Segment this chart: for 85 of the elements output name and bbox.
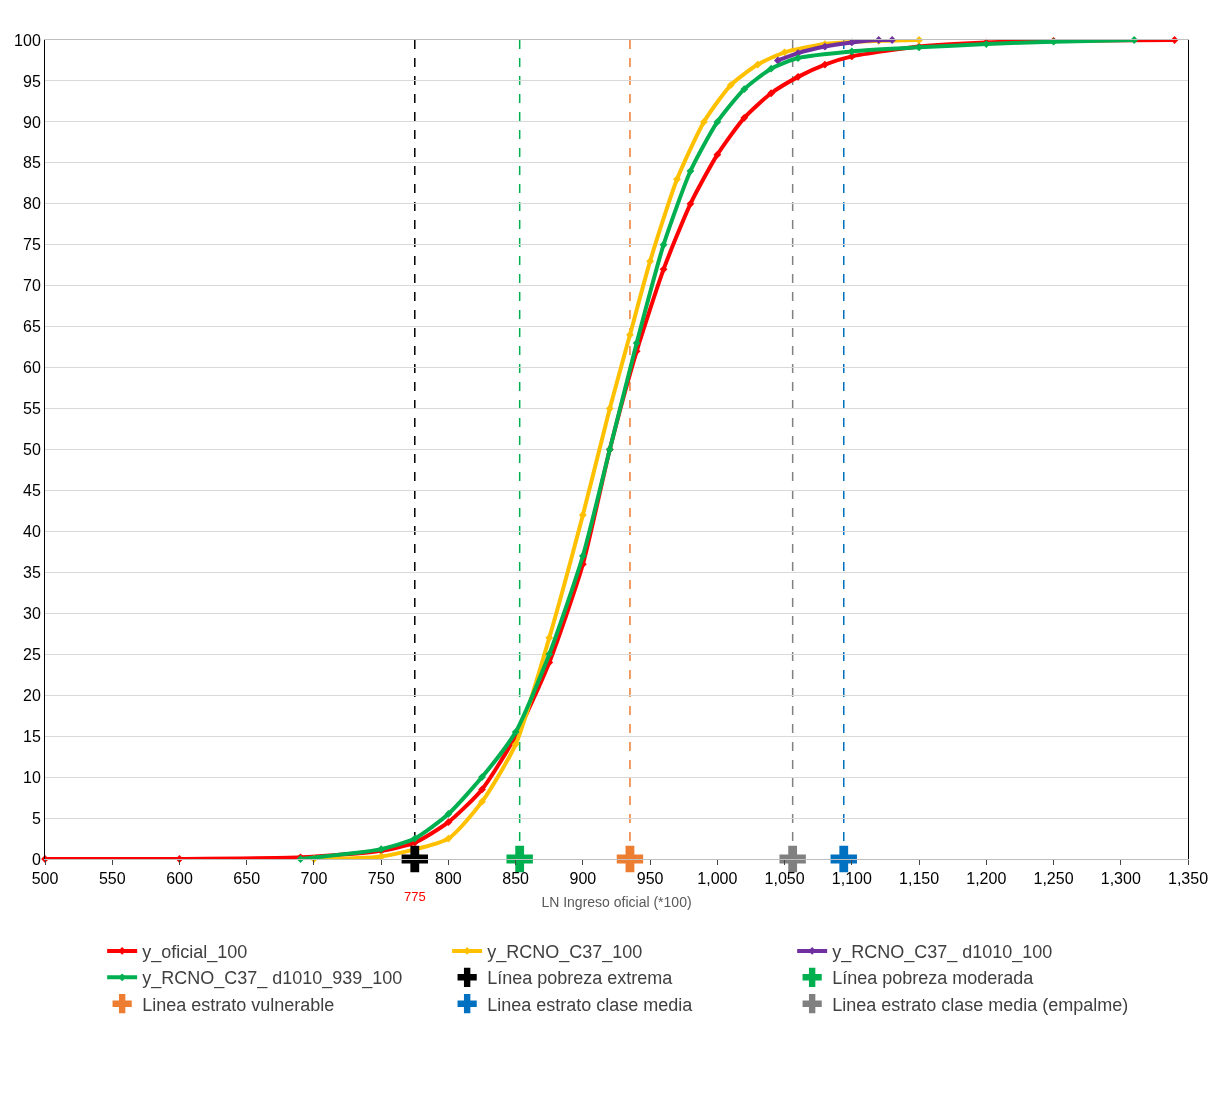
legend-label: y_oficial_100: [142, 941, 248, 963]
y-tick-label: 75: [23, 236, 41, 254]
y-tick-label: 55: [23, 400, 41, 418]
point: [773, 56, 782, 65]
point: [444, 810, 453, 818]
point: [713, 150, 722, 159]
point: [545, 650, 554, 659]
y-tick-label: 100: [14, 31, 41, 49]
x-tick-label: 1,300: [1100, 870, 1141, 888]
point: [444, 834, 453, 843]
x-tick-label: 800: [435, 870, 462, 888]
y-tick-label: 70: [23, 277, 41, 295]
x-tick-label: 700: [300, 870, 328, 888]
point: [726, 81, 735, 89]
y-tick-label: 30: [23, 604, 41, 622]
point: [632, 339, 641, 347]
y-tick-label: 15: [23, 727, 41, 745]
y-tick-label: 50: [23, 441, 41, 459]
point: [578, 552, 587, 560]
x-tick-label: 1,250: [1033, 870, 1074, 888]
point: [506, 845, 533, 873]
y-tick-label: 10: [23, 768, 41, 786]
point: [740, 113, 749, 122]
point: [444, 818, 453, 827]
legend-label: y_RCNO_C37_ d1010_939_100: [142, 968, 403, 990]
x-axis-title: LN Ingreso oficial (*100): [541, 893, 692, 910]
y-tick-label: 60: [23, 359, 41, 377]
legend-label: Linea estrato vulnerable: [142, 994, 335, 1015]
x-tick-label: 1,200: [966, 870, 1007, 888]
point: [410, 834, 419, 843]
point: [578, 511, 587, 519]
y-tick-label: 90: [23, 113, 41, 131]
x-tick-label: 900: [569, 870, 597, 888]
y-tick-label: 80: [23, 195, 41, 213]
point: [511, 728, 520, 736]
x-tick-label: 600: [166, 870, 193, 888]
annotation: 775: [404, 889, 426, 904]
point: [686, 199, 695, 208]
point: [767, 89, 776, 98]
point: [830, 845, 857, 873]
x-tick-label: 1,100: [831, 870, 872, 888]
x-tick-label: 1,000: [697, 870, 738, 888]
point: [794, 72, 802, 81]
x-tick-label: 1,350: [1167, 870, 1209, 888]
y-tick-label: 35: [23, 563, 41, 581]
y-tick-label: 45: [23, 482, 41, 500]
point: [821, 60, 829, 69]
x-tick-label: 1,150: [899, 870, 940, 888]
y-tick-label: 0: [31, 850, 41, 868]
point: [779, 845, 806, 873]
y-tick-label: 85: [23, 154, 41, 172]
point: [673, 175, 681, 184]
point: [659, 240, 668, 249]
y-tick-label: 25: [23, 645, 41, 663]
legend-label: Linea estrato clase media (empalme): [832, 994, 1129, 1015]
x-tick-label: 850: [502, 870, 530, 888]
y-tick-label: 65: [23, 318, 41, 336]
point: [686, 167, 695, 175]
point: [545, 633, 554, 642]
point: [605, 404, 614, 413]
point: [659, 265, 668, 274]
x-tick-label: 750: [367, 870, 395, 888]
y-tick-label: 5: [31, 809, 41, 827]
y-tick-label: 40: [23, 523, 41, 540]
point: [767, 64, 776, 73]
x-tick-label: 500: [31, 870, 59, 888]
point: [478, 797, 486, 806]
point: [780, 48, 789, 57]
x-tick-label: 1,050: [764, 870, 805, 888]
point: [511, 740, 520, 749]
legend-label: y_RCNO_C37_ d1010_100: [832, 941, 1053, 963]
point: [753, 60, 762, 69]
legend-label: y_RCNO_C37_100: [487, 941, 643, 963]
x-tick-label: 650: [233, 870, 261, 888]
point: [713, 118, 722, 126]
point: [700, 118, 708, 126]
y-tick-label: 95: [23, 72, 41, 90]
legend-label: Linea estrato clase media: [487, 994, 694, 1015]
x-tick-label: 550: [98, 870, 126, 888]
y-tick-label: 20: [23, 686, 41, 704]
legend-label: Línea pobreza extrema: [487, 968, 674, 989]
legend-label: Línea pobreza moderada: [832, 968, 1035, 989]
point: [740, 85, 749, 94]
x-tick-label: 950: [636, 870, 664, 888]
point: [478, 785, 486, 794]
